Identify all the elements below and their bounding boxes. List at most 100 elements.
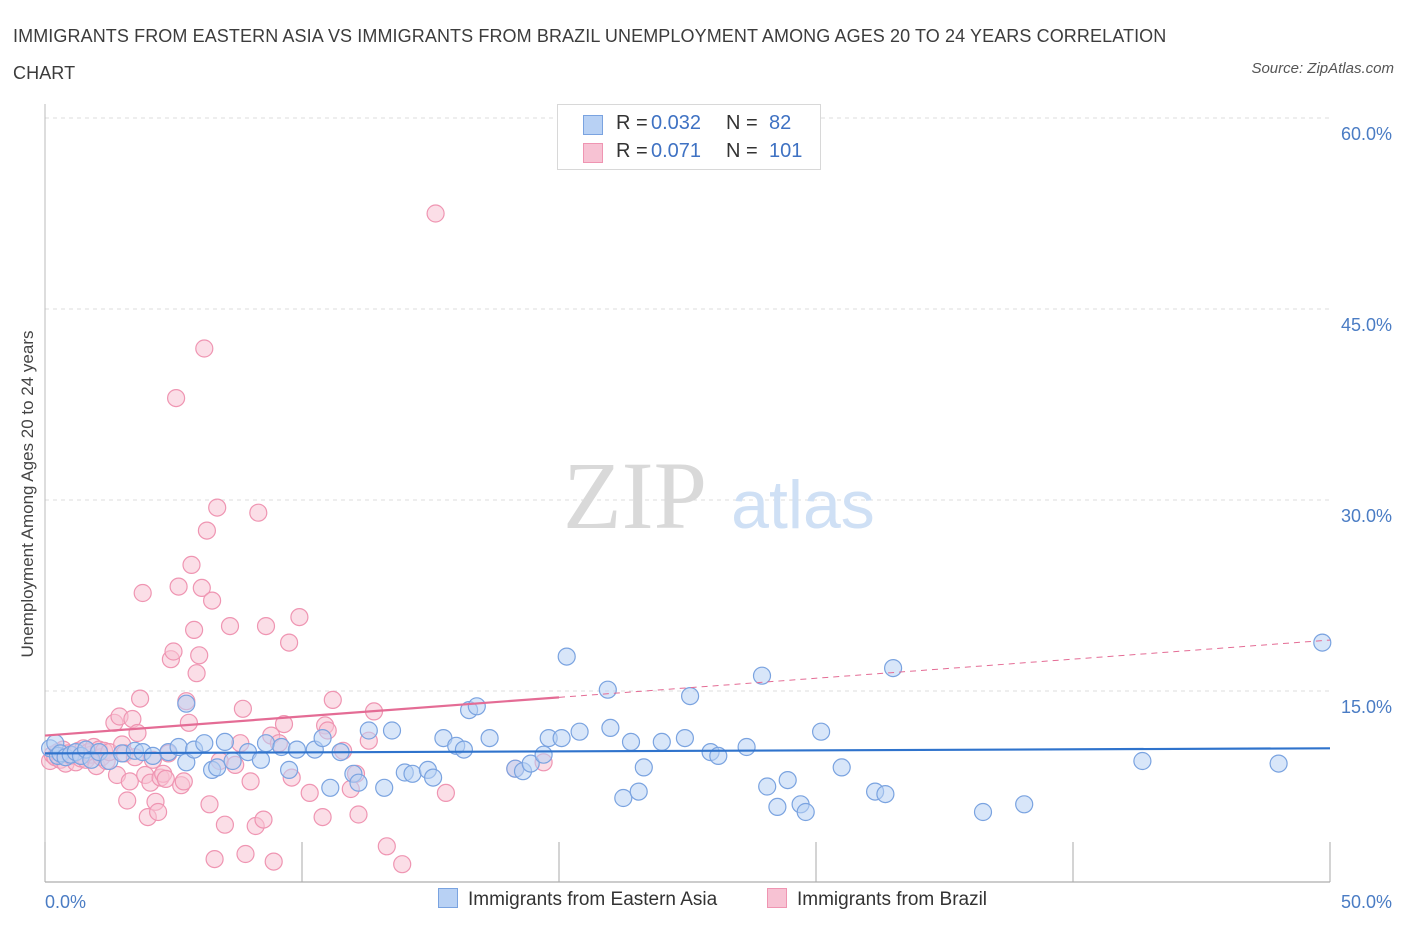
data-point-eastern-asia <box>621 732 641 752</box>
x-tick-label-min: 0.0% <box>45 892 86 912</box>
y-tick-label: 60.0% <box>1341 124 1392 144</box>
r-value: 0.032 <box>651 112 702 134</box>
r-value: 0.071 <box>651 140 702 162</box>
data-point-eastern-asia <box>177 694 196 713</box>
y-tick-label: 30.0% <box>1341 506 1392 526</box>
chart-title: IMMIGRANTS FROM EASTERN ASIA VS IMMIGRAN… <box>13 26 1167 83</box>
data-point-brazil <box>300 783 319 803</box>
data-point-brazil <box>156 769 175 789</box>
n-value: 82 <box>769 112 792 134</box>
r-label: R = <box>616 112 648 134</box>
r-label: R = <box>616 140 648 162</box>
data-point-brazil <box>274 714 294 734</box>
data-point-brazil <box>264 852 283 871</box>
data-point-eastern-asia <box>359 721 378 740</box>
trend-line-brazil <box>44 696 560 737</box>
n-label: N = <box>726 140 758 162</box>
data-point-eastern-asia <box>778 770 797 790</box>
data-point-eastern-asia <box>752 666 772 685</box>
data-point-brazil <box>426 204 445 223</box>
correlation-legend: R = 0.032 N = 82 R = 0.071 N = 101 <box>557 104 821 170</box>
data-point-eastern-asia <box>680 686 700 706</box>
legend-swatch-blue <box>583 115 603 135</box>
data-point-eastern-asia <box>601 718 620 738</box>
data-point-brazil <box>195 339 214 358</box>
y-tick-label: 45.0% <box>1341 315 1392 335</box>
data-point-brazil <box>236 844 255 864</box>
data-point-eastern-asia <box>467 697 486 716</box>
legend-swatch-pink <box>583 143 603 163</box>
data-point-eastern-asia <box>195 734 214 753</box>
data-point-brazil <box>323 690 342 710</box>
data-point-eastern-asia <box>534 745 553 764</box>
data-point-brazil <box>254 810 273 829</box>
n-value: 101 <box>769 140 803 162</box>
data-point-brazil <box>220 616 240 636</box>
data-point-brazil <box>215 815 234 834</box>
data-point-eastern-asia <box>598 680 617 699</box>
data-point-brazil <box>249 503 268 522</box>
data-point-brazil <box>203 591 222 610</box>
trend-line-eastern-asia <box>44 747 1331 755</box>
data-point-eastern-asia <box>737 737 756 757</box>
data-point-brazil <box>280 633 299 652</box>
data-point-eastern-asia <box>287 740 306 759</box>
data-point-eastern-asia <box>349 773 368 792</box>
data-point-brazil <box>256 616 276 636</box>
data-point-brazil <box>349 805 368 824</box>
data-point-eastern-asia <box>552 728 571 748</box>
data-point-eastern-asia <box>876 784 895 804</box>
data-point-brazil <box>436 783 455 803</box>
gridlines <box>45 117 1330 692</box>
data-point-eastern-asia <box>557 647 576 666</box>
data-point-eastern-asia <box>973 802 993 822</box>
data-point-eastern-asia <box>811 722 831 741</box>
data-point-eastern-asia <box>629 782 648 801</box>
legend-label-brazil: Immigrants from Brazil <box>797 889 988 910</box>
data-point-eastern-asia <box>424 768 443 787</box>
data-point-eastern-asia <box>382 721 402 740</box>
data-point-eastern-asia <box>675 728 695 748</box>
data-point-eastern-asia <box>768 797 787 817</box>
legend-item-eastern-asia[interactable]: Immigrants from Eastern Asia <box>438 888 717 911</box>
series-eastern-asia-points <box>40 633 1332 822</box>
data-point-eastern-asia <box>215 732 234 752</box>
trend-lines <box>44 639 1331 755</box>
data-point-eastern-asia <box>375 778 394 797</box>
data-point-brazil <box>290 607 309 627</box>
data-point-brazil <box>377 837 396 856</box>
data-point-eastern-asia <box>251 750 270 769</box>
source-label: Source: ZipAtlas.com <box>1251 60 1394 77</box>
data-point-brazil <box>313 807 332 827</box>
data-point-eastern-asia <box>796 802 815 822</box>
data-point-eastern-asia <box>256 734 276 753</box>
tick-labels: 15.0% 30.0% 45.0% 60.0% 0.0% 50.0% <box>45 124 1392 912</box>
data-point-eastern-asia <box>614 788 633 808</box>
data-point-eastern-asia <box>1313 633 1332 652</box>
data-point-eastern-asia <box>1269 754 1288 773</box>
data-point-brazil <box>179 713 198 732</box>
data-point-eastern-asia <box>652 732 671 752</box>
data-point-brazil <box>393 855 412 874</box>
data-point-brazil <box>208 498 227 517</box>
data-point-brazil <box>164 642 183 661</box>
data-point-eastern-asia <box>280 760 299 780</box>
data-point-brazil <box>192 578 211 598</box>
legend-swatch-pink <box>767 888 787 908</box>
data-point-brazil <box>233 699 252 718</box>
data-point-eastern-asia <box>313 728 332 748</box>
y-tick-label: 15.0% <box>1341 697 1392 717</box>
data-point-brazil <box>118 791 137 810</box>
data-point-eastern-asia <box>403 764 422 783</box>
legend-item-brazil[interactable]: Immigrants from Brazil <box>767 888 987 911</box>
watermark-atlas: atlas <box>731 467 875 543</box>
data-point-brazil <box>182 555 201 575</box>
data-point-brazil <box>149 802 168 822</box>
legend-swatch-blue <box>438 888 458 908</box>
data-point-brazil <box>185 620 204 640</box>
data-point-brazil <box>187 664 206 683</box>
data-point-brazil <box>190 646 209 665</box>
data-point-eastern-asia <box>143 746 162 766</box>
data-point-brazil <box>197 521 216 540</box>
